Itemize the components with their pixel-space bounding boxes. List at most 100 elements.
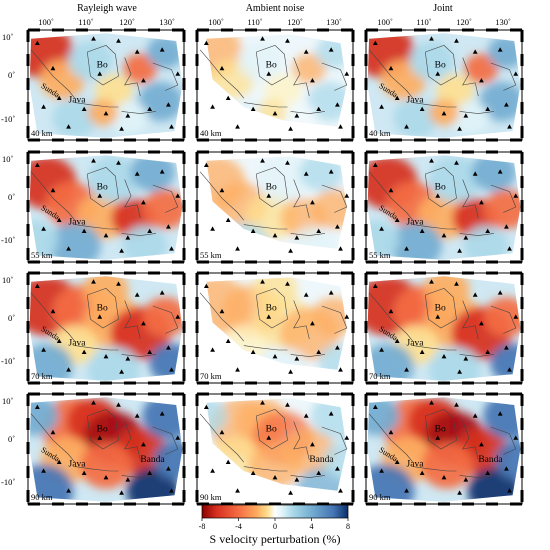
lon-tick: 110˚ <box>247 17 262 27</box>
station-triangle-icon <box>310 321 315 326</box>
station-triangle-icon <box>272 233 278 238</box>
lat-tick: 0˚ <box>8 434 15 444</box>
station-triangle-icon <box>41 226 46 231</box>
velocity-field <box>206 277 347 370</box>
stations <box>34 400 181 495</box>
station-triangle-icon <box>125 113 131 118</box>
station-triangle-icon <box>134 171 140 176</box>
station-triangle-icon <box>203 283 209 288</box>
station-triangle-icon <box>66 488 71 493</box>
lat-tick: 0˚ <box>8 192 15 202</box>
depth-label: 40 km <box>31 128 53 138</box>
station-triangle-icon <box>119 248 124 253</box>
station-triangle-icon <box>219 187 225 193</box>
station-triangle-icon <box>303 413 309 418</box>
station-triangle-icon <box>507 246 512 251</box>
station-triangle-icon <box>457 248 462 253</box>
station-triangle-icon <box>504 102 509 107</box>
station-triangle-icon <box>175 193 181 198</box>
map-panel-ambient-2: Bo 70 km <box>195 271 355 385</box>
lon-tick: 110˚ <box>416 17 431 27</box>
station-triangle-icon <box>260 279 265 284</box>
stations <box>34 279 181 374</box>
coastlines <box>30 288 179 357</box>
station-triangle-icon <box>388 429 394 435</box>
station-triangle-icon <box>435 435 441 440</box>
station-triangle-icon <box>316 228 322 233</box>
station-triangle-icon <box>103 233 109 238</box>
velocity-field <box>29 397 183 502</box>
station-triangle-icon <box>225 217 231 222</box>
station-triangle-icon <box>169 246 174 251</box>
station-triangle-icon <box>288 126 293 131</box>
place-label-borneo: Bo <box>97 424 108 434</box>
place-label-borneo: Bo <box>266 182 277 192</box>
station-triangle-icon <box>479 442 484 447</box>
station-triangle-icon <box>463 477 469 482</box>
depth-label: 70 km <box>369 371 391 381</box>
station-triangle-icon <box>435 193 441 198</box>
station-triangle-icon <box>159 169 165 174</box>
station-triangle-icon <box>513 435 519 440</box>
station-triangle-icon <box>250 349 256 354</box>
station-triangle-icon <box>250 470 256 475</box>
place-label-java: Java <box>407 339 425 349</box>
station-triangle-icon <box>454 160 459 165</box>
stations <box>203 158 350 253</box>
station-triangle-icon <box>344 193 350 198</box>
place-label-banda: Banda <box>309 455 334 465</box>
station-triangle-icon <box>203 162 209 167</box>
station-triangle-icon <box>97 71 103 76</box>
station-triangle-icon <box>379 347 384 352</box>
station-triangle-icon <box>294 113 300 118</box>
station-triangle-icon <box>429 279 434 284</box>
station-triangle-icon <box>507 124 512 129</box>
station-triangle-icon <box>344 71 350 76</box>
station-triangle-icon <box>125 477 131 482</box>
place-label-borneo: Bo <box>266 60 277 70</box>
place-label-java: Java <box>407 218 425 228</box>
station-triangle-icon <box>91 158 96 163</box>
place-label-borneo: Bo <box>266 303 277 313</box>
station-triangle-icon <box>141 78 146 83</box>
station-triangle-icon <box>285 38 290 43</box>
station-triangle-icon <box>463 235 469 240</box>
station-triangle-icon <box>50 429 56 435</box>
station-triangle-icon <box>485 349 491 354</box>
colorbar: -8 -4 0 4 8 S velocity perturbation (%) <box>199 504 350 546</box>
station-triangle-icon <box>394 459 400 464</box>
colorbar-tick-label: -4 <box>235 522 242 531</box>
station-triangle-icon <box>372 404 378 409</box>
station-triangle-icon <box>34 283 40 288</box>
station-triangle-icon <box>429 36 434 41</box>
station-triangle-icon <box>457 490 462 495</box>
station-triangle-icon <box>472 292 478 297</box>
station-triangle-icon <box>147 349 153 354</box>
station-triangle-icon <box>435 71 441 76</box>
colorbar-ticks: -8 -4 0 4 8 <box>199 518 350 531</box>
lon-tick: 130˚ <box>159 17 175 27</box>
station-triangle-icon <box>328 47 334 52</box>
station-triangle-icon <box>166 345 171 350</box>
station-triangle-icon <box>404 246 409 251</box>
station-triangle-icon <box>134 49 140 54</box>
coastlines <box>199 167 348 236</box>
velocity-field <box>29 276 183 381</box>
station-triangle-icon <box>454 281 459 286</box>
station-triangle-icon <box>141 200 146 205</box>
station-triangle-icon <box>463 356 469 361</box>
lat-tick: 10˚ <box>2 32 14 42</box>
station-triangle-icon <box>235 124 240 129</box>
station-triangle-icon <box>344 314 350 319</box>
coastlines <box>368 167 517 236</box>
stations <box>372 36 519 131</box>
coastlines <box>30 167 179 236</box>
station-triangle-icon <box>159 411 165 416</box>
station-triangle-icon <box>141 442 146 447</box>
station-triangle-icon <box>260 36 265 41</box>
station-triangle-icon <box>235 367 240 372</box>
station-triangle-icon <box>147 228 153 233</box>
stations <box>372 158 519 253</box>
